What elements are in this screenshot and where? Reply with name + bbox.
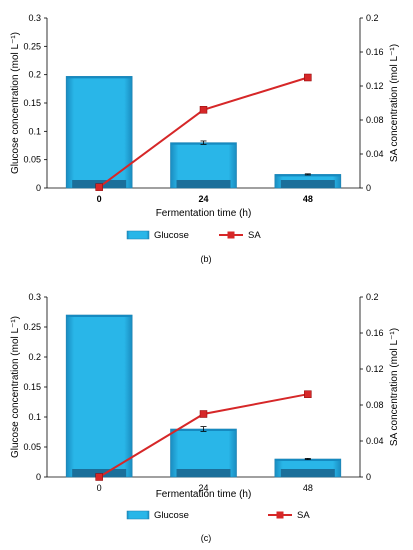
y-axis-title-right: SA concentration (mol L⁻¹) bbox=[389, 328, 400, 446]
legend-marker-sa bbox=[227, 231, 235, 239]
bar-base bbox=[176, 469, 231, 477]
point-sa bbox=[95, 183, 103, 191]
legend-label-glucose: Glucose bbox=[154, 510, 189, 521]
bar-base bbox=[280, 180, 335, 188]
x-tick-label: 24 bbox=[198, 483, 208, 493]
chart-panel-b: 0 0.05 0.1 0.15 0.2 0.25 0.3 0 0.04 0.08 0.12 0.16 0… bbox=[10, 13, 400, 264]
y-tick-label-left: 0.15 bbox=[23, 98, 41, 108]
panel-caption: (c) bbox=[201, 533, 212, 543]
bar-base bbox=[280, 469, 335, 477]
y-tick-label-left: 0.1 bbox=[28, 412, 41, 422]
panel-caption: (b) bbox=[201, 254, 212, 264]
point-sa bbox=[199, 410, 208, 418]
y-tick-label-left: 0.25 bbox=[23, 41, 41, 51]
bar-base bbox=[72, 469, 127, 477]
y-tick-label-right: 0.04 bbox=[366, 149, 384, 159]
legend: Glucose SA bbox=[126, 510, 310, 521]
bar-base bbox=[176, 180, 231, 188]
y-tick-label-right: 0.16 bbox=[366, 328, 384, 338]
point-sa bbox=[199, 106, 208, 114]
x-tick-label: 48 bbox=[303, 194, 313, 204]
y-tick-label-left: 0.2 bbox=[28, 352, 41, 362]
legend-label-sa: SA bbox=[297, 510, 310, 521]
y-tick-label-right: 0.12 bbox=[366, 81, 384, 91]
y-axis-title-left: Glucose concentration (mol L⁻¹) bbox=[10, 32, 21, 174]
x-axis-title: Fermentation time (h) bbox=[156, 489, 252, 500]
y-tick-label-right: 0 bbox=[366, 472, 371, 482]
x-tick-label: 0 bbox=[97, 194, 102, 204]
legend-label-glucose: Glucose bbox=[154, 230, 189, 241]
y-tick-label-right: 0.12 bbox=[366, 364, 384, 374]
legend: Glucose SA bbox=[126, 230, 261, 241]
y-tick-label-right: 0.16 bbox=[366, 47, 384, 57]
x-tick-label: 48 bbox=[303, 483, 313, 493]
bar-glucose bbox=[65, 76, 133, 189]
y-tick-label-right: 0.08 bbox=[366, 400, 384, 410]
y-tick-label-left: 0.05 bbox=[23, 155, 41, 165]
y-tick-label-left: 0.1 bbox=[28, 126, 41, 136]
bar-top bbox=[274, 174, 341, 177]
bar-glucose bbox=[65, 314, 133, 478]
bar-top bbox=[66, 315, 133, 317]
y-tick-label-right: 0.2 bbox=[366, 13, 379, 23]
legend-marker-sa bbox=[276, 511, 284, 519]
point-sa bbox=[304, 390, 312, 398]
y-tick-label-right: 0.08 bbox=[366, 115, 384, 125]
y-axis-title-left: Glucose concentration (mol L⁻¹) bbox=[10, 316, 21, 458]
y-tick-label-left: 0.25 bbox=[23, 322, 41, 332]
legend-swatch-glucose bbox=[126, 510, 150, 520]
x-tick-label: 24 bbox=[198, 194, 208, 204]
y-tick-label-left: 0.3 bbox=[28, 13, 41, 23]
chart-panel-c: 0 0.05 0.1 0.15 0.2 0.25 0.3 0 0.04 0.08 0.12 0.16 0… bbox=[10, 292, 400, 543]
x-tick-label: 0 bbox=[97, 483, 102, 493]
y-tick-label-left: 0 bbox=[36, 472, 41, 482]
legend-label-sa: SA bbox=[248, 230, 261, 241]
point-sa bbox=[95, 473, 103, 481]
legend-swatch-glucose bbox=[126, 230, 150, 240]
y-tick-label-left: 0.15 bbox=[23, 382, 41, 392]
y-tick-label-right: 0 bbox=[366, 183, 371, 193]
y-tick-label-right: 0.2 bbox=[366, 292, 379, 302]
point-sa bbox=[304, 73, 312, 82]
y-tick-label-left: 0.05 bbox=[23, 442, 41, 452]
y-axis-title-right: SA concentration (mol L⁻¹) bbox=[389, 44, 400, 162]
bar-top bbox=[66, 76, 133, 79]
y-tick-label-right: 0.04 bbox=[366, 436, 384, 446]
y-tick-label-left: 0.2 bbox=[28, 70, 41, 80]
y-tick-label-left: 0 bbox=[36, 183, 41, 193]
y-tick-label-left: 0.3 bbox=[28, 292, 41, 302]
x-axis-title: Fermentation time (h) bbox=[156, 208, 252, 219]
